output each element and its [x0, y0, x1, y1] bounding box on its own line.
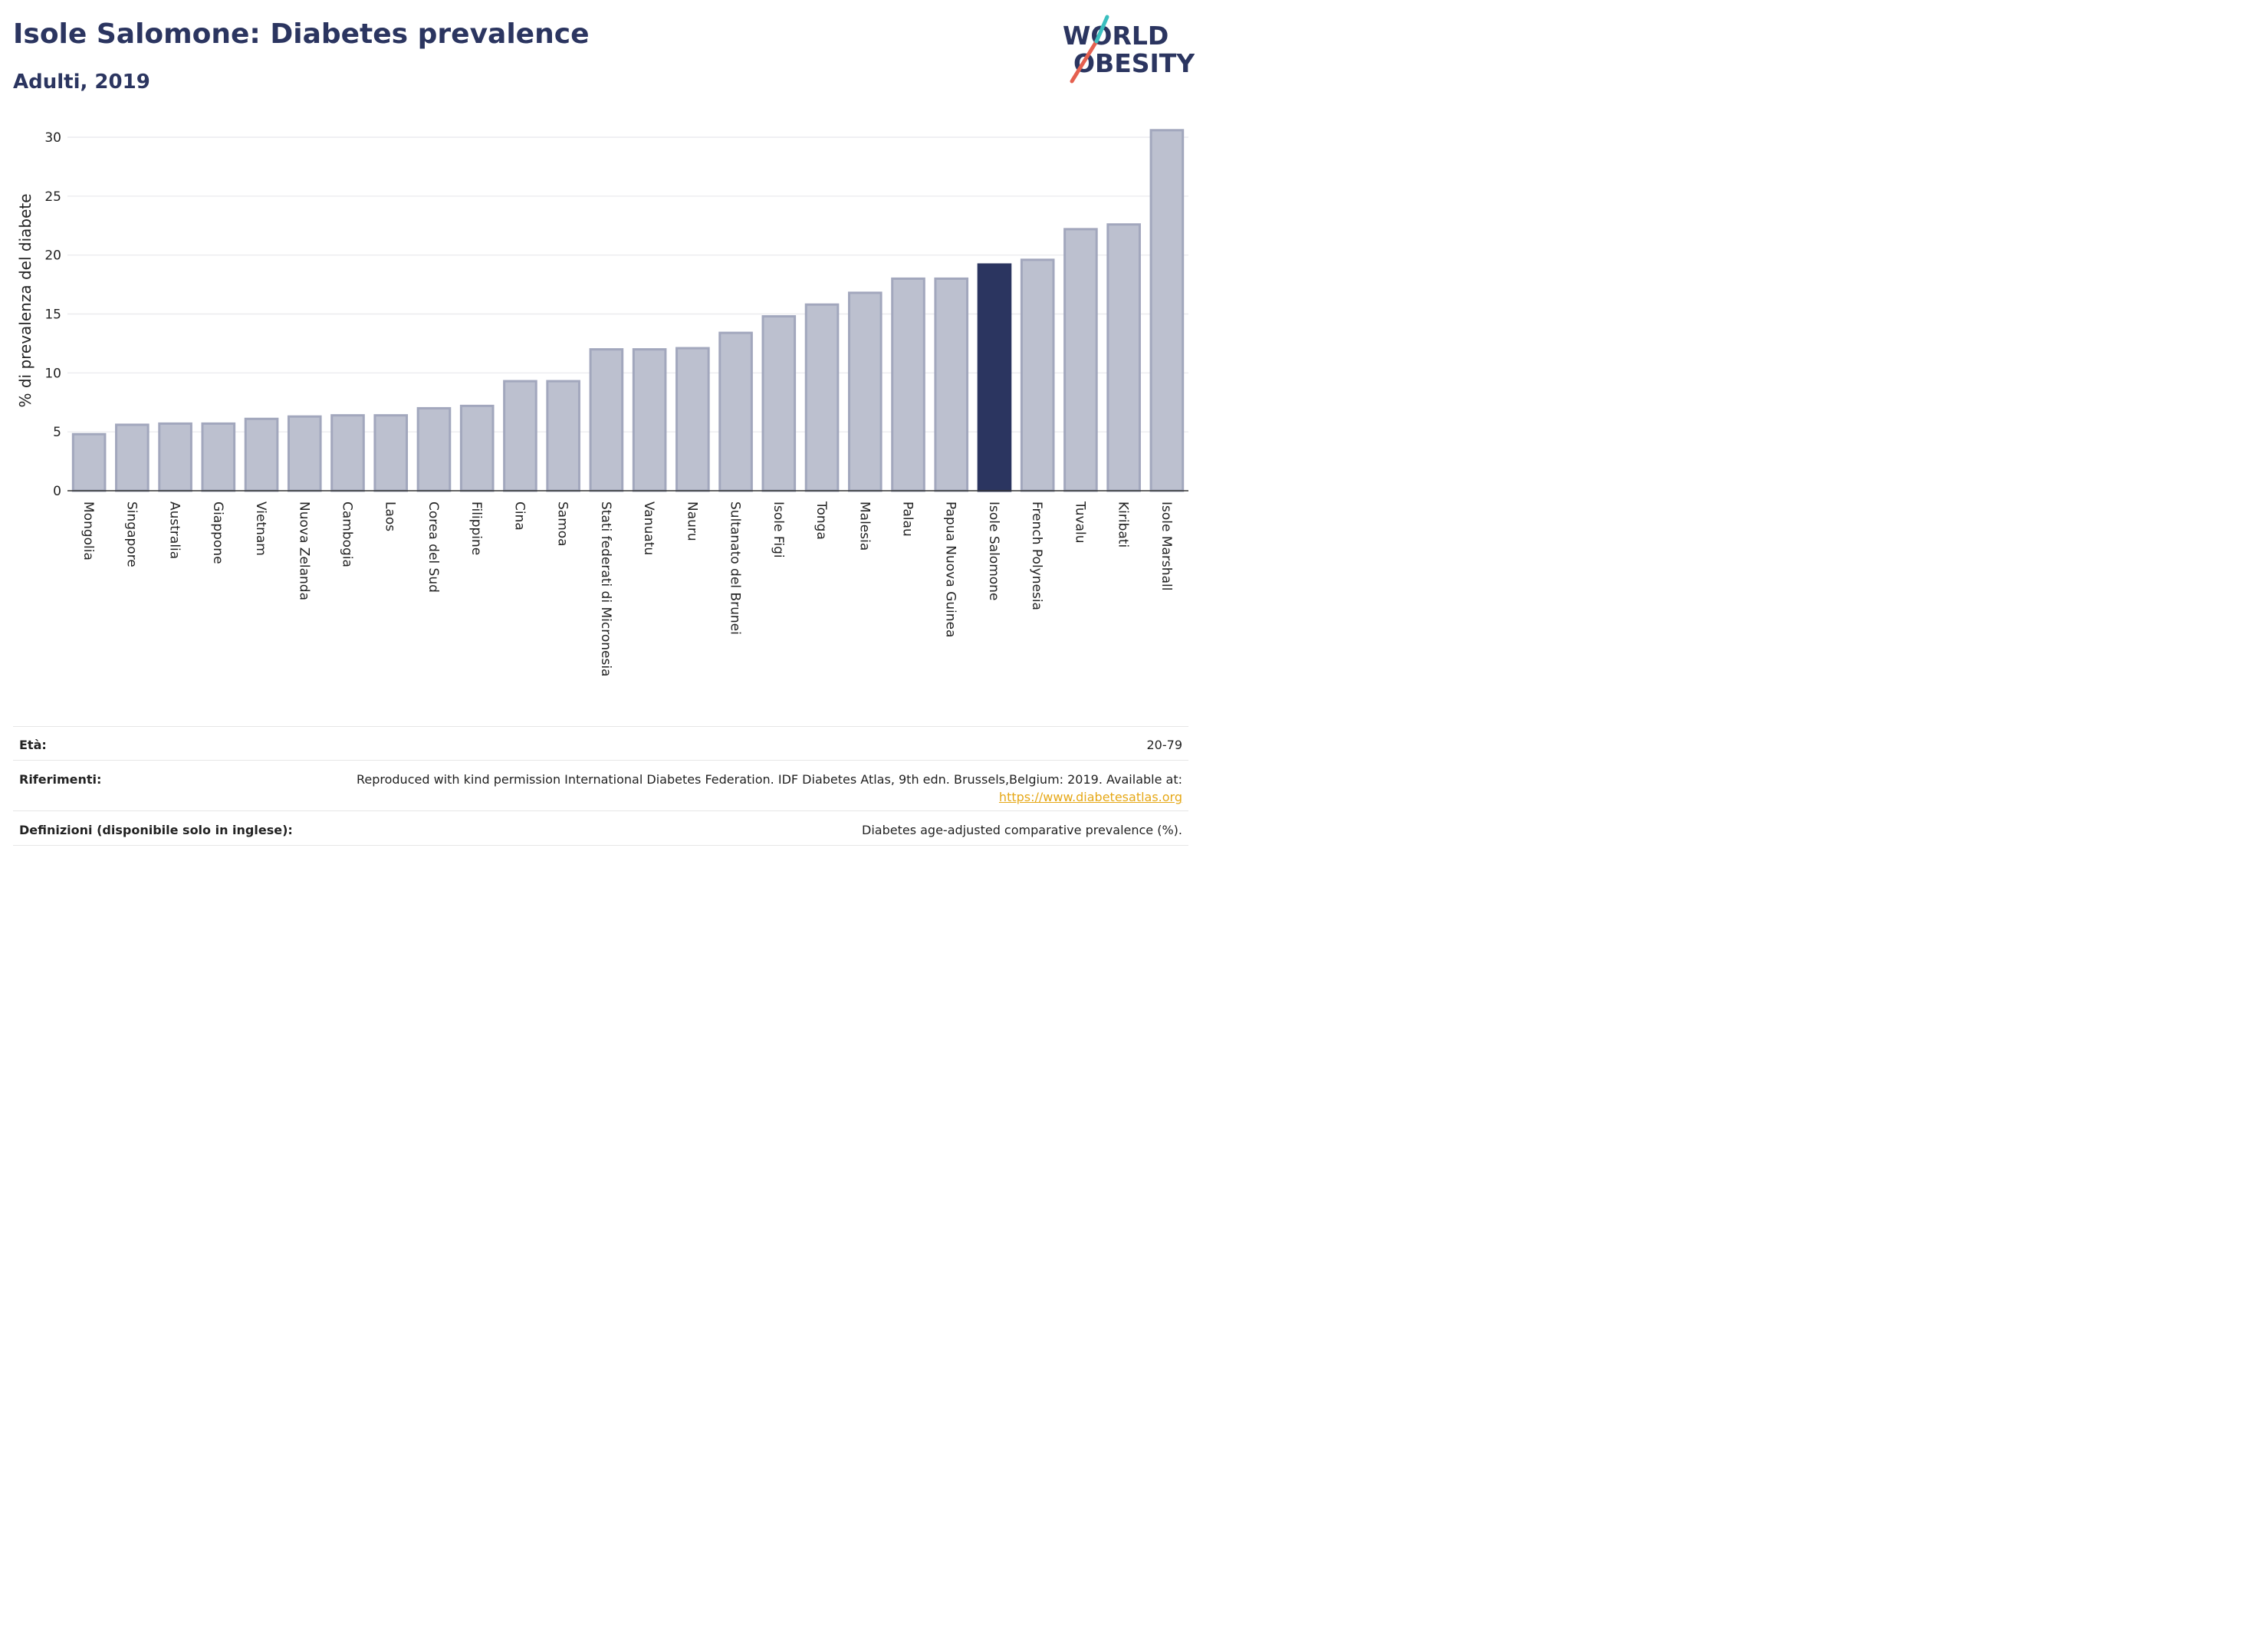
- y-axis-label: % di prevalenza del diabete: [16, 193, 35, 407]
- chart-title: Isole Salomone: Diabetes prevalence: [13, 18, 590, 50]
- meta-age-value: 20-79: [1146, 738, 1183, 752]
- y-ticks: 0 5 10 15 20 25 30: [44, 130, 61, 499]
- bar-vanuatu[interactable]: [632, 348, 667, 492]
- bar-malesia[interactable]: [847, 291, 883, 492]
- x-category-label: Vietnam: [253, 501, 268, 556]
- bar-isole-figi[interactable]: [761, 315, 797, 492]
- bar-nauru[interactable]: [675, 347, 710, 492]
- y-tick-label: 10: [44, 366, 61, 381]
- bar-samoa[interactable]: [546, 380, 580, 492]
- logo-slash-teal: [1094, 15, 1109, 44]
- meta-references-link[interactable]: https://www.diabetesatlas.org: [998, 790, 1182, 804]
- bar-laos[interactable]: [373, 414, 409, 492]
- meta-age-row: Età: 20-79: [13, 726, 1188, 761]
- bar-kiribati[interactable]: [1106, 223, 1141, 492]
- x-category-labels: Mongolia Singapore Australia Giappone Vietna…: [81, 501, 1174, 676]
- bars: [71, 129, 1185, 492]
- y-tick-label: 5: [53, 425, 61, 440]
- bar-mongolia[interactable]: [71, 432, 107, 492]
- x-category-label: Cina: [511, 501, 527, 531]
- x-category-label: Tonga: [814, 501, 829, 540]
- y-tick-label: 30: [44, 130, 61, 146]
- x-category-label: Isole Figi: [771, 501, 786, 558]
- y-tick-label: 20: [44, 248, 61, 264]
- bar-french-polynesia[interactable]: [1020, 258, 1055, 492]
- bar-chart: 0 5 10 15 20 25 30 Mongolia Singapore Australia G…: [16, 129, 1188, 676]
- bar-corea-del-sud[interactable]: [416, 406, 452, 492]
- meta-definitions-label: Definizioni (disponibile solo in inglese…: [19, 823, 293, 837]
- y-tick-label: 0: [53, 484, 61, 499]
- logo-word-world: WORLD: [1063, 21, 1169, 51]
- x-category-label: Stati federati di Micronesia: [598, 501, 613, 676]
- x-category-label: French Polynesia: [1029, 501, 1044, 610]
- x-category-label: Malesia: [856, 501, 872, 551]
- world-obesity-logo: WORLD OBESITY: [1063, 15, 1195, 84]
- bar-papua-nuova-guinea[interactable]: [934, 277, 969, 492]
- bar-sultanato-del-brunei[interactable]: [718, 331, 753, 492]
- x-category-label: Tuvalu: [1072, 501, 1087, 544]
- meta-definitions-row: Definizioni (disponibile solo in inglese…: [13, 810, 1188, 846]
- x-category-label: Corea del Sud: [426, 501, 441, 593]
- x-category-label: Samoa: [555, 501, 570, 547]
- x-category-label: Nauru: [684, 501, 699, 541]
- bar-singapore[interactable]: [115, 423, 150, 492]
- x-category-label: Papua Nuova Guinea: [943, 501, 958, 637]
- bar-stati-federati-di-micronesia[interactable]: [589, 348, 624, 492]
- meta-references-label: Riferimenti:: [19, 772, 102, 787]
- logo-word-obesity: OBESITY: [1073, 48, 1195, 78]
- x-category-label: Isole Salomone: [986, 501, 1001, 600]
- bar-tuvalu[interactable]: [1063, 228, 1098, 492]
- x-category-label: Laos: [383, 501, 398, 531]
- meta-references-text: Reproduced with kind permission Internat…: [356, 772, 1182, 787]
- x-category-label: Vanuatu: [641, 501, 656, 555]
- bar-isole-marshall[interactable]: [1149, 129, 1185, 492]
- x-category-label: Giappone: [210, 501, 225, 564]
- x-category-label: Isole Marshall: [1159, 501, 1174, 590]
- x-category-label: Palau: [900, 501, 915, 537]
- bar-vietnam[interactable]: [244, 417, 279, 492]
- bar-cambogia[interactable]: [330, 414, 365, 492]
- meta-definitions-value: Diabetes age-adjusted comparative preval…: [862, 823, 1182, 837]
- gridlines: [67, 136, 1188, 432]
- bar-filippine[interactable]: [459, 404, 495, 492]
- y-tick-label: 15: [44, 307, 61, 323]
- meta-age-label: Età:: [19, 738, 47, 752]
- logo-slash-red: [1070, 39, 1099, 84]
- x-category-label: Sultanato del Brunei: [728, 501, 743, 635]
- x-category-label: Kiribati: [1116, 501, 1131, 547]
- x-category-label: Cambogia: [340, 501, 355, 567]
- bar-giappone[interactable]: [201, 422, 236, 492]
- x-category-label: Australia: [167, 501, 182, 559]
- bar-nuova-zelanda[interactable]: [287, 415, 322, 492]
- bar-isole-salomone[interactable]: [977, 263, 1012, 492]
- chart-subtitle: Adulti, 2019: [13, 71, 150, 94]
- bar-australia[interactable]: [158, 422, 192, 492]
- meta-references-row: Riferimenti: Reproduced with kind permis…: [13, 760, 1188, 811]
- bar-cina[interactable]: [503, 380, 537, 492]
- x-category-label: Singapore: [123, 501, 139, 567]
- bar-tonga[interactable]: [804, 303, 840, 492]
- x-category-label: Mongolia: [81, 501, 96, 561]
- bar-palau[interactable]: [891, 277, 925, 492]
- x-category-label: Filippine: [468, 501, 484, 555]
- x-category-label: Nuova Zelanda: [296, 501, 311, 600]
- y-tick-label: 25: [44, 189, 61, 205]
